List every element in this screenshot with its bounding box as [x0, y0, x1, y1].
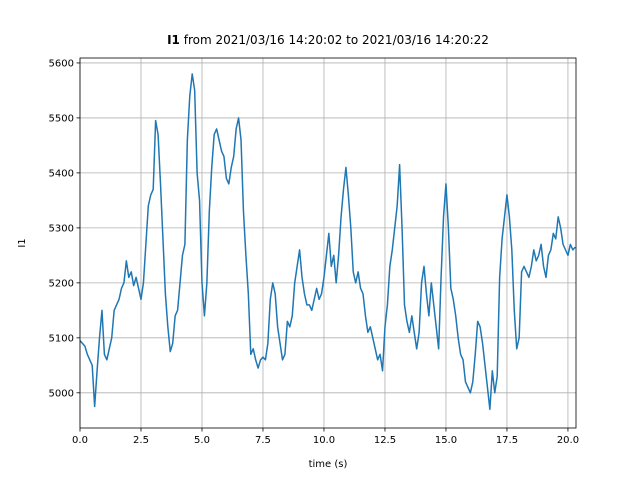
x-tick-label: 2.5 [133, 435, 149, 446]
y-axis-label: I1 [17, 238, 28, 247]
y-tick-label: 5300 [49, 223, 74, 234]
y-tick-label: 5600 [49, 58, 74, 69]
y-tick-label: 5500 [49, 113, 74, 124]
y-tick-label: 5200 [49, 278, 74, 289]
title-text: from 2021/03/16 14:20:02 to 2021/03/16 1… [184, 33, 489, 47]
x-tick-label: 10.0 [313, 435, 335, 446]
y-tick-label: 5000 [49, 388, 74, 399]
y-tick-label: 5400 [49, 168, 74, 179]
x-tick-label: 0.0 [72, 435, 88, 446]
x-axis-label: time (s) [309, 459, 348, 470]
title-name: I1 [167, 33, 180, 47]
x-tick-label: 5.0 [194, 435, 210, 446]
x-tick-label: 17.5 [496, 435, 518, 446]
x-tick-label: 20.0 [557, 435, 579, 446]
x-tick-label: 15.0 [435, 435, 457, 446]
data-line [80, 73, 576, 411]
x-tick-label: 7.5 [255, 435, 271, 446]
y-tick-label: 5100 [49, 333, 74, 344]
chart-title: I1 from 2021/03/16 14:20:02 to 2021/03/1… [167, 33, 489, 47]
plot-frame [79, 57, 577, 429]
x-tick-label: 12.5 [374, 435, 396, 446]
